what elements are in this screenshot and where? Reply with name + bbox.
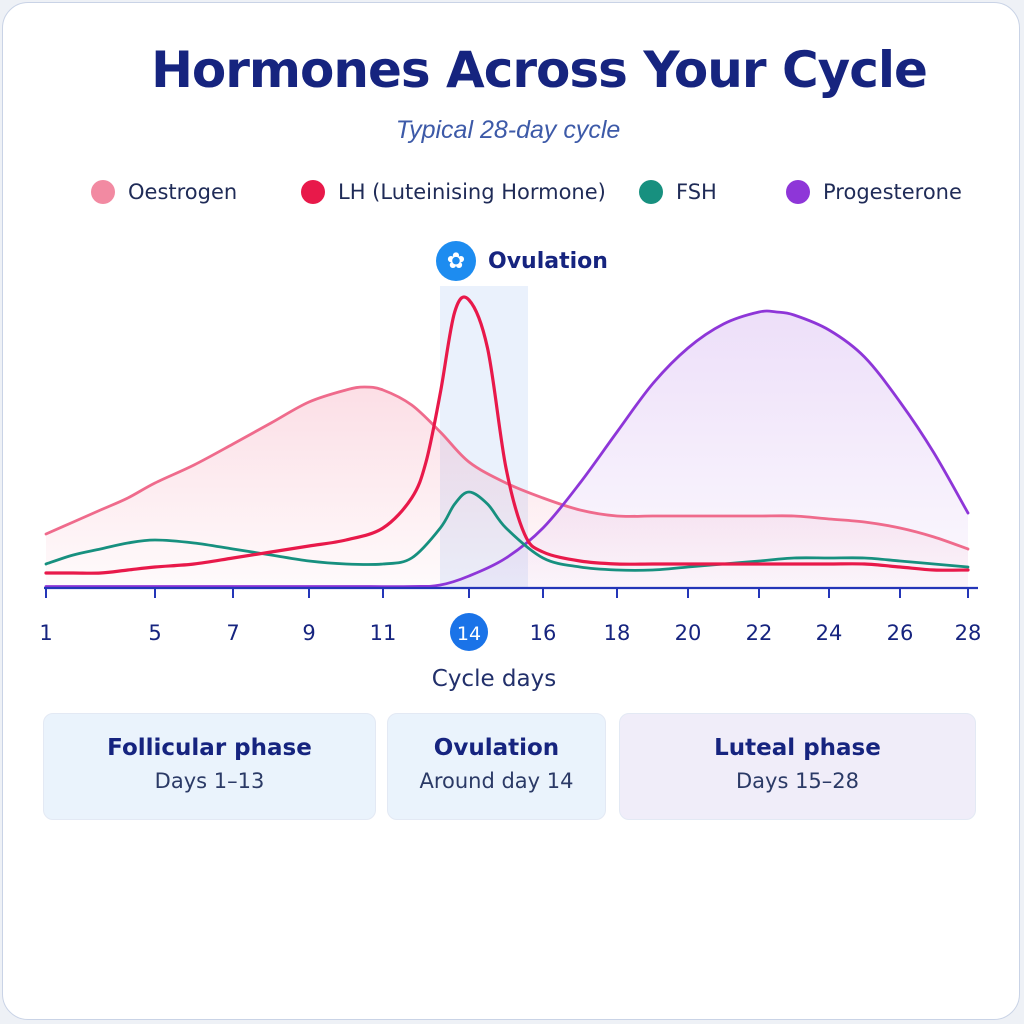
legend-swatch-lh [301, 180, 325, 204]
phase-card-ovulation: Ovulation Around day 14 [387, 713, 606, 820]
area-progesterone [46, 310, 968, 588]
legend-swatch-fsh [639, 180, 663, 204]
x-tick-label: 9 [302, 621, 315, 645]
x-tick-label: 16 [530, 621, 557, 645]
x-tick-label: 22 [746, 621, 773, 645]
phase-days-follicular: Days 1–13 [154, 769, 265, 793]
phase-card-follicular: Follicular phase Days 1–13 [43, 713, 376, 820]
legend-label-fsh: FSH [676, 180, 717, 204]
x-tick-label: 20 [675, 621, 702, 645]
phase-card-luteal: Luteal phase Days 15–28 [619, 713, 976, 820]
legend-item-oestrogen[interactable]: Oestrogen [91, 177, 237, 207]
x-tick-label: 5 [148, 621, 161, 645]
phase-title-ovulation: Ovulation [433, 735, 560, 761]
chart-title: Hormones Across Your Cycle [151, 41, 928, 99]
flower-icon: ✿ [436, 241, 476, 281]
legend-item-lh[interactable]: LH (Luteinising Hormone) [301, 177, 606, 207]
phase-title-follicular: Follicular phase [107, 735, 312, 761]
legend-label-lh: LH (Luteinising Hormone) [338, 180, 606, 204]
legend-label-oestrogen: Oestrogen [128, 180, 238, 204]
ovulation-label: Ovulation [488, 248, 608, 274]
x-tick-label: 18 [604, 621, 631, 645]
chart-subtitle: Typical 28-day cycle [395, 116, 621, 144]
legend-item-fsh[interactable]: FSH [639, 177, 717, 207]
x-tick-label: 14 [457, 623, 481, 645]
ovulation-badge: ✿ Ovulation [436, 241, 608, 281]
x-tick-label: 24 [816, 621, 843, 645]
x-tick-label: 7 [226, 621, 239, 645]
x-tick-label: 28 [955, 621, 982, 645]
phase-title-luteal: Luteal phase [714, 735, 881, 761]
x-tick-label: 11 [370, 621, 397, 645]
phase-days-luteal: Days 15–28 [735, 769, 860, 793]
line-oestrogen [44, 385, 970, 551]
x-axis-title: Cycle days [432, 666, 556, 692]
legend-label-progesterone: Progesterone [823, 180, 962, 204]
highlighted-day-circle [450, 613, 488, 651]
line-progesterone [44, 309, 970, 589]
x-tick-label: 1 [39, 621, 52, 645]
phase-days-ovulation: Around day 14 [419, 769, 574, 793]
line-lh [44, 295, 970, 575]
legend-item-progesterone[interactable]: Progesterone [786, 177, 962, 207]
legend-swatch-oestrogen [91, 180, 115, 204]
line-fsh [44, 490, 970, 572]
x-tick-label: 26 [887, 621, 914, 645]
legend-swatch-progesterone [786, 180, 810, 204]
